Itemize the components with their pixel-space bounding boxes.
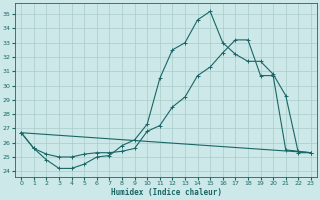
X-axis label: Humidex (Indice chaleur): Humidex (Indice chaleur) <box>111 188 221 197</box>
